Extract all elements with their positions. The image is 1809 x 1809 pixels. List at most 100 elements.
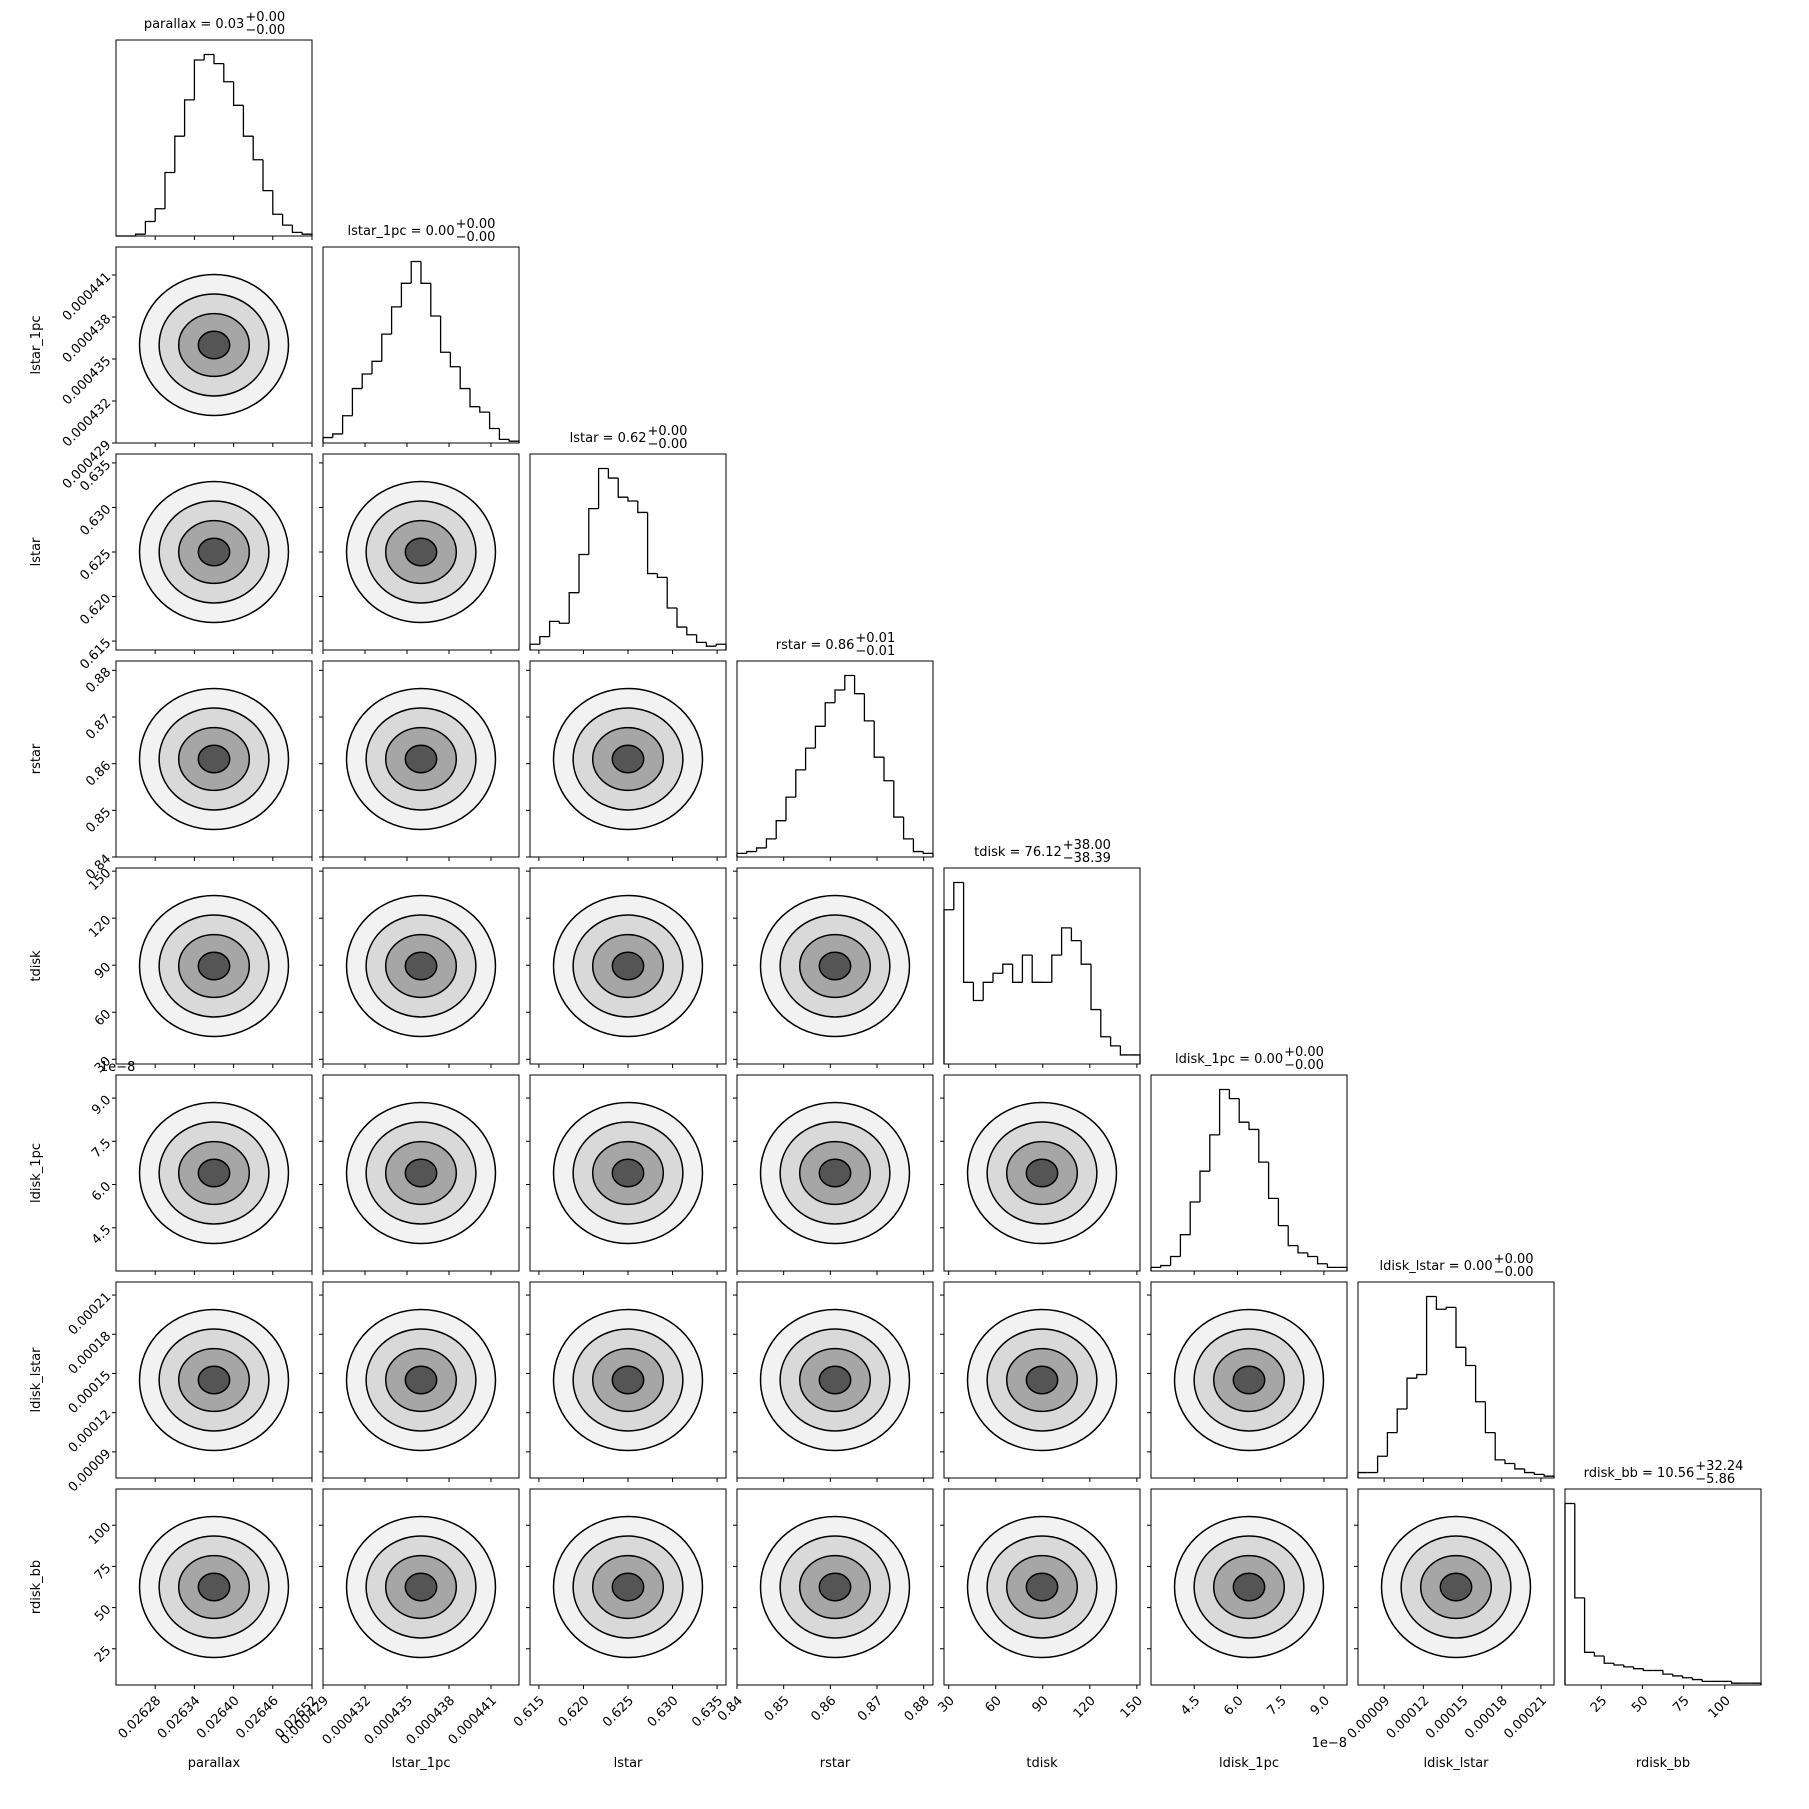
histogram-bin (1613, 1663, 1624, 1666)
histogram-bin (381, 333, 392, 362)
histogram-bin (154, 208, 165, 222)
title-upper: +0.01 (855, 631, 895, 646)
panel-frame (115, 867, 313, 1065)
x-tick-label: 0.625 (600, 1693, 637, 1730)
histogram-bin (1672, 1674, 1683, 1677)
panel-frame (322, 1281, 520, 1479)
histogram-bin (420, 261, 431, 284)
histogram-bin (439, 315, 451, 353)
x-axis-label: rstar (820, 1756, 851, 1771)
panel-frame (322, 1488, 520, 1686)
contour-decoration (611, 951, 645, 981)
panel-frame (322, 867, 520, 1065)
histogram-bin (953, 881, 964, 910)
histogram-bin (281, 214, 293, 226)
histogram-bin (332, 433, 343, 438)
panel-frame (115, 246, 313, 444)
offset-text: 1e−8 (100, 1060, 135, 1075)
histogram-bin (488, 412, 500, 430)
y-tick-label: 0.87 (83, 712, 114, 743)
contour-decoration (404, 1572, 438, 1602)
histogram-bin (1021, 954, 1033, 983)
histogram-bin (548, 620, 560, 637)
contour-decoration (404, 1158, 438, 1188)
x-axis-label: rdisk_bb (1636, 1756, 1690, 1771)
title-upper: +0.00 (245, 10, 285, 25)
histogram-bin (232, 81, 244, 106)
histogram-bin (469, 388, 480, 408)
panel-frame (115, 660, 313, 858)
contour-decoration (404, 744, 438, 774)
panel-frame (1357, 1488, 1555, 1686)
y-tick-label: 0.86 (83, 758, 114, 789)
histogram-bin (1662, 1670, 1673, 1675)
contour-decoration (818, 951, 852, 981)
histogram-bin (597, 467, 609, 509)
histogram-bin (539, 635, 550, 645)
histogram-bin (242, 105, 254, 137)
panel-title: rstar = 0.86 (776, 638, 855, 653)
panel-frame (736, 1488, 934, 1686)
histogram-bin (291, 225, 303, 234)
y-tick-label: 60 (92, 1007, 114, 1029)
histogram-bin (498, 428, 510, 441)
x-tick-label: 50 (1629, 1693, 1651, 1715)
y-tick-label: 90 (92, 960, 114, 982)
x-tick-label: 0.86 (808, 1693, 839, 1724)
panel-title: rdisk_bb = 10.56 (1584, 1466, 1695, 1481)
panel-frame (322, 453, 520, 651)
title-lower: −0.01 (855, 644, 895, 659)
histogram-bin (322, 436, 333, 443)
contour-decoration (818, 1158, 852, 1188)
y-tick-label: 6.0 (89, 1179, 114, 1204)
histogram-bin (568, 592, 579, 624)
histogram-bin (1051, 954, 1062, 983)
x-tick-label: 0.87 (855, 1693, 886, 1724)
histogram-bin (1593, 1652, 1605, 1657)
panel-frame (1150, 1488, 1348, 1686)
panel-frame (529, 867, 727, 1065)
y-axis-label: ldisk_lstar (29, 1347, 44, 1413)
histogram-bin (972, 982, 984, 1002)
histogram-bin (1011, 964, 1023, 983)
histogram-bin (1386, 1431, 1398, 1457)
x-axis-label: ldisk_1pc (1219, 1756, 1279, 1771)
histogram-bin (174, 135, 185, 173)
contour-decoration (197, 1572, 231, 1602)
y-tick-label: 9.0 (89, 1093, 114, 1118)
offset-text: 1e−8 (1312, 1736, 1347, 1751)
panel-frame (115, 1074, 313, 1272)
panel-frame (1150, 1281, 1348, 1479)
panel-frame (736, 867, 934, 1065)
title-lower: −0.00 (1494, 1265, 1534, 1280)
histogram-bin (617, 478, 628, 498)
histogram-bin (1080, 940, 1091, 965)
histogram-bin (1543, 1474, 1555, 1478)
title-upper: +0.00 (1284, 1045, 1324, 1060)
histogram-bin (1484, 1401, 1496, 1434)
y-tick-label: 100 (86, 1520, 114, 1548)
x-tick-label: 120 (1071, 1693, 1099, 1721)
panel-frame (322, 246, 520, 444)
y-axis-label: rdisk_bb (29, 1560, 44, 1614)
contour-decoration (197, 1365, 231, 1395)
histogram-bin (1060, 927, 1072, 956)
y-axis-label: tdisk (29, 950, 44, 982)
histogram-bin (144, 220, 156, 235)
histogram-bin (400, 282, 412, 307)
histogram-bin (1376, 1455, 1388, 1473)
histogram-bin (1514, 1463, 1525, 1470)
histogram-bin (361, 373, 372, 389)
histogram-bin (203, 53, 214, 60)
histogram-bin (134, 233, 146, 236)
panel-title: lstar = 0.62 (570, 431, 647, 446)
panel-frame (322, 660, 520, 858)
histogram-bin (1396, 1408, 1407, 1433)
histogram-bin (646, 512, 658, 575)
histogram-bin (1119, 1045, 1131, 1056)
histogram-bin (1002, 963, 1013, 974)
x-tick-label: 7.5 (1265, 1693, 1290, 1718)
panel-frame (115, 453, 313, 651)
histogram-bin (588, 507, 599, 555)
